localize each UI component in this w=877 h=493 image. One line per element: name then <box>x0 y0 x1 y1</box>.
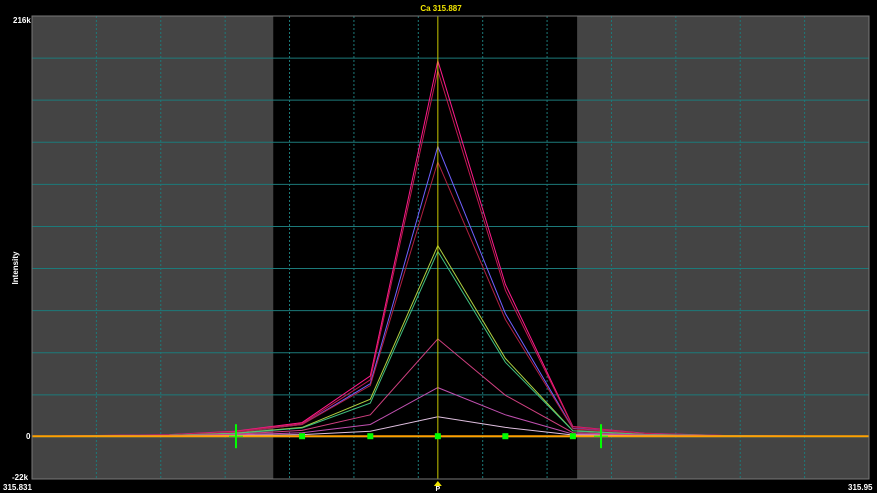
y-tick-zero: 0 <box>26 432 31 441</box>
markers <box>228 16 609 479</box>
shaded-region-0 <box>32 16 274 479</box>
peak-position-marker[interactable]: P <box>433 481 442 493</box>
baseline-point-3 <box>502 433 509 440</box>
baseline-point-1 <box>367 433 374 440</box>
shaded-region-1 <box>577 16 869 479</box>
plot-frame <box>31 15 870 480</box>
background-regions <box>32 16 869 479</box>
x-tick-left: 315.831 <box>3 483 32 492</box>
x-tick-right: 315.95 <box>848 483 873 492</box>
baseline-point-4 <box>569 433 576 440</box>
y-tick-bottom: -22k <box>12 473 29 482</box>
y-tick-top: 216k <box>13 16 31 25</box>
grid <box>32 16 869 479</box>
y-axis-label: Intensity <box>11 251 20 284</box>
chart-title: Ca 315.887 <box>420 4 462 13</box>
baseline-point-0 <box>299 433 306 440</box>
baseline-point-2 <box>434 433 441 440</box>
peak-marker-label: P <box>436 486 441 493</box>
peak-arrow-icon <box>433 481 442 486</box>
